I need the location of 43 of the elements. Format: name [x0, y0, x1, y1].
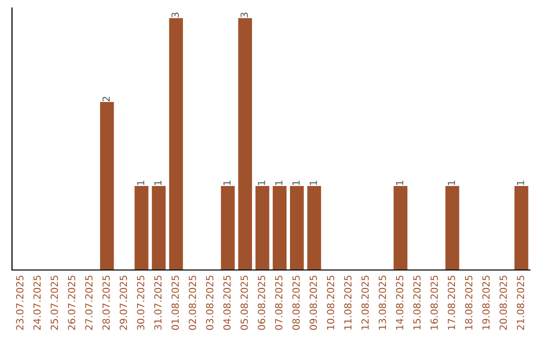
x-tick-label: 09.08.2025	[310, 276, 317, 330]
x-tick-label: 31.07.2025	[154, 276, 162, 330]
x-tick-label: 03.08.2025	[206, 276, 214, 330]
x-tick-label: 18.08.2025	[465, 276, 472, 330]
x-tick-label: 01.08.2025	[172, 276, 179, 330]
x-tick-label: 25.07.2025	[50, 276, 58, 330]
data-label: 1	[137, 180, 144, 185]
data-label: 1	[292, 180, 300, 185]
x-tick-label: 27.07.2025	[85, 276, 93, 330]
x-tick-label: 10.08.2025	[326, 276, 334, 330]
data-label: 1	[310, 180, 317, 185]
data-label: 1	[258, 180, 266, 185]
data-label: 3	[172, 12, 179, 18]
x-tick-label: 08.08.2025	[292, 276, 300, 330]
x-tick-label: 29.07.2025	[120, 276, 128, 330]
x-tick-label: 16.08.2025	[430, 276, 438, 330]
data-label: 1	[396, 180, 404, 185]
x-tick-label: 19.08.2025	[482, 276, 490, 330]
x-tick-label: 24.07.2025	[33, 276, 41, 330]
x-tick-label: 13.08.2025	[378, 276, 386, 330]
x-tick-label: 12.08.2025	[361, 276, 369, 330]
x-tick-label: 11.08.2025	[344, 276, 352, 330]
data-label: 2	[102, 96, 110, 102]
data-label: 3	[240, 12, 248, 18]
x-tick-label: 04.08.2025	[223, 276, 231, 330]
x-tick-label: 15.08.2025	[413, 276, 421, 330]
x-tick-label: 02.08.2025	[188, 276, 196, 330]
data-label: 1	[275, 180, 282, 185]
x-tick-label: 28.07.2025	[102, 276, 110, 330]
data-label: 1	[516, 180, 524, 185]
data-label: 1	[223, 180, 231, 185]
x-tick-label: 06.08.2025	[258, 276, 266, 330]
x-tick-label: 30.07.2025	[136, 276, 144, 330]
x-tick-label: 23.07.2025	[16, 276, 24, 330]
x-tick-label: 26.07.2025	[68, 276, 76, 330]
data-label: 1	[448, 180, 455, 185]
data-label: 1	[154, 180, 162, 185]
x-tick-label: 14.08.2025	[396, 276, 404, 330]
x-tick-label: 21.08.2025	[516, 276, 524, 330]
x-tick-label: 07.08.2025	[275, 276, 282, 330]
x-tick-label: 20.08.2025	[500, 276, 507, 330]
x-tick-label: 17.08.2025	[448, 276, 456, 330]
x-tick-label: 05.08.2025	[240, 276, 248, 330]
